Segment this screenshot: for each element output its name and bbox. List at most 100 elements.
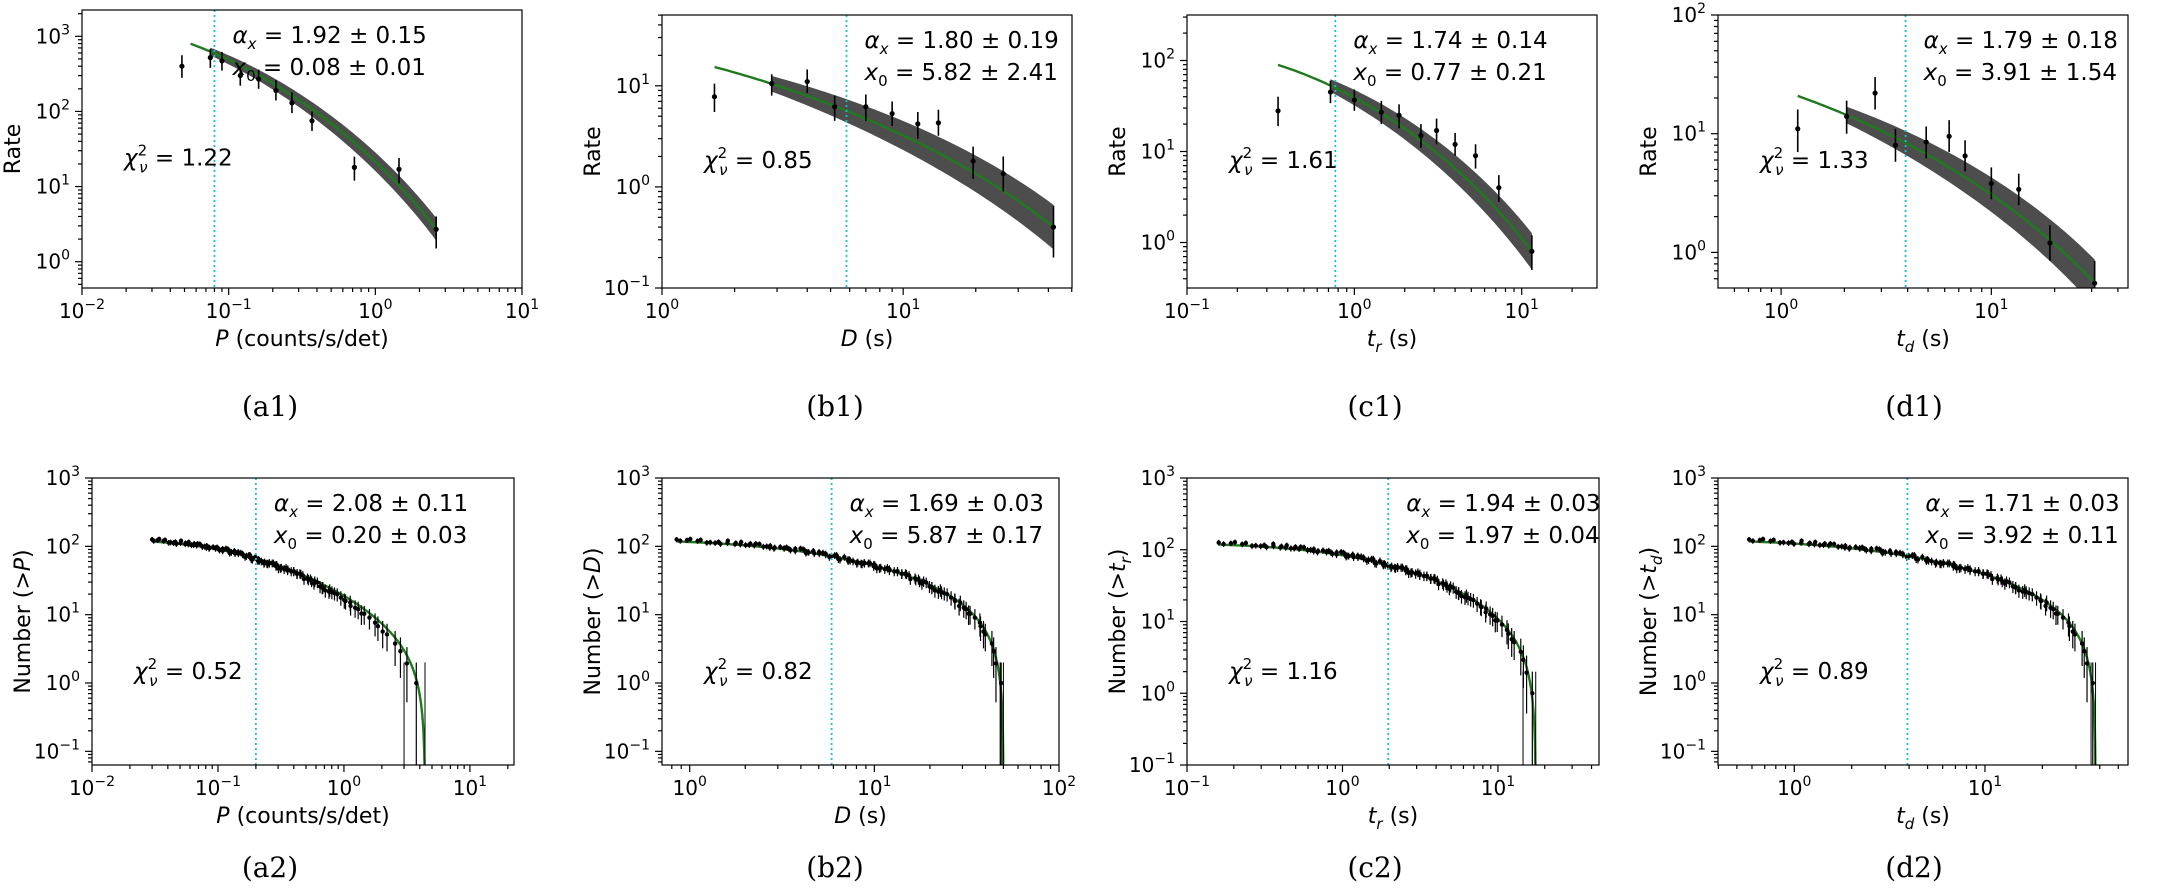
data-point bbox=[718, 541, 723, 547]
data-point bbox=[812, 551, 817, 556]
data-point bbox=[1404, 567, 1410, 572]
x-tick-label: 101 bbox=[886, 297, 920, 323]
data-point bbox=[972, 615, 978, 620]
x-tick-label: 10−1 bbox=[1164, 774, 1210, 800]
axes-frame bbox=[91, 477, 515, 766]
data-point bbox=[2067, 624, 2072, 629]
data-point bbox=[993, 661, 999, 666]
data-point bbox=[396, 166, 402, 172]
data-point bbox=[220, 546, 225, 552]
data-point bbox=[823, 551, 828, 557]
chi2-value: 0.85 bbox=[761, 148, 812, 174]
data-point bbox=[806, 550, 811, 555]
plot-area-a1 bbox=[179, 10, 439, 288]
data-point bbox=[743, 542, 748, 548]
x-tick-label: 102 bbox=[1042, 774, 1076, 800]
data-point bbox=[1524, 670, 1529, 675]
panel-caption: (a2) bbox=[242, 851, 298, 884]
data-point bbox=[733, 540, 739, 546]
data-point bbox=[1293, 544, 1298, 550]
data-point bbox=[1346, 553, 1351, 559]
data-point bbox=[1976, 568, 1981, 574]
y-axis-label: Rate bbox=[1, 124, 26, 174]
y-axis-label: Rate bbox=[1637, 126, 1662, 176]
data-point bbox=[162, 537, 168, 543]
alpha-value: 1.69 ± 0.03 bbox=[908, 491, 1044, 517]
data-point bbox=[1781, 540, 1786, 545]
data-point bbox=[1216, 540, 1221, 545]
data-point bbox=[1530, 691, 1535, 696]
y-tick-label: 103 bbox=[616, 464, 650, 490]
data-point bbox=[1981, 571, 1986, 576]
data-point bbox=[1409, 570, 1415, 575]
confidence-band bbox=[1846, 106, 2095, 288]
data-point bbox=[2043, 603, 2048, 609]
data-point bbox=[1990, 576, 1995, 582]
alpha-value: 1.71 ± 0.03 bbox=[1983, 491, 2119, 517]
panel-a2: 10−2 10−1 100 101 10−1 100 101 102 103 P (counts/… bbox=[11, 464, 515, 884]
y-tick-label: 10−1 bbox=[34, 737, 80, 763]
alpha-value: 1.74 ± 0.14 bbox=[1411, 28, 1547, 54]
data-point bbox=[816, 549, 822, 555]
x-axis-label: td (s) bbox=[1896, 327, 1950, 356]
data-point bbox=[1327, 89, 1334, 95]
y-tick-label: 10−1 bbox=[604, 737, 650, 763]
data-point bbox=[320, 585, 325, 590]
data-point bbox=[1771, 537, 1776, 543]
data-point bbox=[757, 541, 762, 547]
data-point bbox=[924, 580, 929, 585]
data-point bbox=[1472, 153, 1479, 159]
x0-annotation: x0 = 5.82 ± 2.41 bbox=[863, 60, 1057, 90]
data-point bbox=[863, 104, 869, 110]
data-point bbox=[1433, 127, 1440, 134]
x-tick-label: 10−1 bbox=[1164, 297, 1210, 323]
data-point bbox=[1471, 597, 1476, 603]
data-point bbox=[1320, 548, 1326, 553]
data-point bbox=[788, 547, 793, 553]
data-point bbox=[769, 81, 775, 87]
axes-frame bbox=[1717, 14, 2129, 289]
data-point bbox=[919, 581, 925, 586]
data-point bbox=[1817, 542, 1823, 548]
data-point bbox=[2092, 280, 2098, 286]
data-point bbox=[1967, 567, 1973, 572]
data-point bbox=[1456, 590, 1461, 596]
data-point bbox=[1529, 248, 1535, 254]
data-point bbox=[178, 540, 183, 546]
x-tick-label: 100 bbox=[1777, 774, 1811, 800]
data-point bbox=[935, 120, 942, 126]
plot-area-b2 bbox=[674, 478, 1005, 765]
y-tick-label: 101 bbox=[1141, 608, 1175, 634]
plot-area-c2 bbox=[1216, 478, 1537, 765]
data-point bbox=[2084, 661, 2090, 666]
data-point bbox=[1828, 541, 1833, 546]
data-point bbox=[1396, 112, 1402, 118]
data-point bbox=[311, 581, 317, 586]
x-tick-label: 10−1 bbox=[206, 297, 252, 323]
fit-curve bbox=[1277, 63, 1533, 253]
chi2-value: 1.61 bbox=[1286, 148, 1337, 174]
data-point bbox=[179, 63, 185, 69]
y-tick-label: 100 bbox=[616, 669, 650, 695]
data-point bbox=[753, 541, 759, 546]
y-tick-label: 101 bbox=[36, 173, 70, 199]
alpha-annotation: αx = 1.71 ± 0.03 bbox=[1925, 491, 2119, 521]
data-point bbox=[301, 576, 307, 582]
x-tick-label: 10−1 bbox=[195, 774, 241, 800]
y-tick-label: 103 bbox=[1141, 464, 1175, 490]
data-point bbox=[1400, 565, 1405, 570]
y-tick-label: 101 bbox=[1672, 601, 1706, 627]
data-point bbox=[892, 569, 897, 574]
data-point bbox=[1361, 555, 1366, 560]
plot-area-d2 bbox=[1746, 478, 2097, 765]
data-point bbox=[1436, 581, 1441, 587]
panel-a1: 10−2 10−1 100 101 100 101 102 103 P (counts/s/de… bbox=[1, 9, 539, 423]
y-tick-label: 10−1 bbox=[1660, 737, 1706, 763]
data-point bbox=[2090, 680, 2095, 686]
panel-caption: (a1) bbox=[242, 390, 298, 423]
data-point bbox=[2079, 641, 2085, 646]
x-axis-label: td (s) bbox=[1896, 804, 1950, 833]
data-point bbox=[380, 629, 385, 634]
confidence-band bbox=[1330, 79, 1532, 270]
chi2-annotation: χ2 ν = 1.33 bbox=[1758, 144, 1869, 179]
